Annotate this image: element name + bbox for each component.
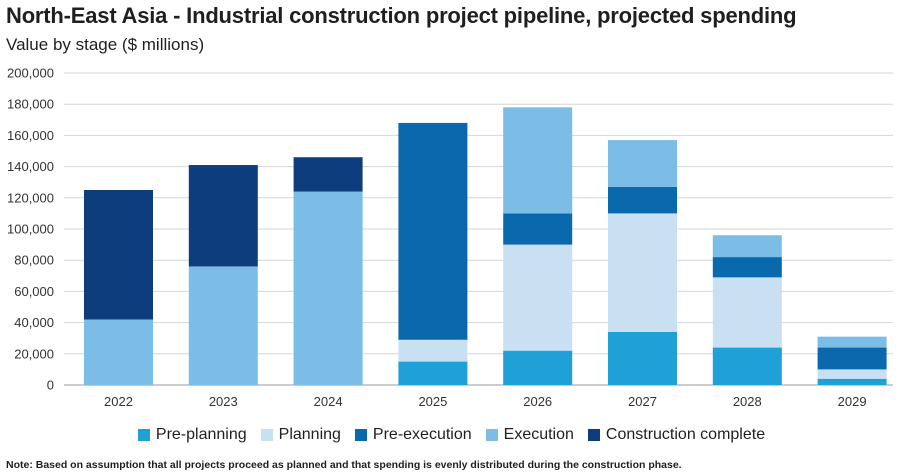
bar-segment-execution-2028: [712, 235, 782, 258]
bar-segment-pre-execution-2028: [712, 257, 782, 278]
bar-segment-pre-execution-2026: [503, 213, 573, 245]
legend-item: Construction complete: [587, 426, 766, 444]
legend-swatch: [485, 429, 498, 441]
bar-segment-execution-2027: [608, 140, 677, 187]
x-tick-label: 2028: [733, 394, 762, 409]
x-tick-label: 2025: [418, 394, 447, 409]
legend-label: Pre-planning: [155, 426, 247, 443]
bar-segment-pre-planning-2029: [817, 378, 887, 385]
bar-segment-planning-2027: [608, 213, 677, 332]
y-axis-ticks: 0 20,000 40,000 60,000 80,000 100,000 120,000 1…: [7, 66, 54, 393]
x-tick-label: 2024: [314, 394, 343, 409]
bars: [84, 107, 887, 385]
legend-item: Execution: [485, 426, 574, 444]
bar-segment-pre-execution-2027: [608, 186, 677, 214]
bar-segment-execution-2029: [817, 336, 887, 348]
bar-segment-construction-complete-2023: [188, 165, 258, 267]
bar-segment-planning-2029: [817, 369, 887, 379]
bar-segment-planning-2025: [398, 339, 468, 362]
x-tick-label: 2022: [104, 394, 133, 409]
chart-subtitle: Value by stage ($ millions): [6, 35, 205, 54]
bar-segment-execution-2026: [503, 107, 573, 214]
bar-segment-pre-planning-2026: [503, 350, 573, 385]
bar-segment-construction-complete-2024: [293, 157, 363, 192]
y-tick-label: 200,000: [7, 66, 54, 81]
legend-label: Pre-execution: [372, 426, 472, 443]
bar-segment-execution-2024: [293, 191, 363, 385]
legend-item: Pre-execution: [354, 426, 472, 444]
bar-segment-execution-2023: [188, 266, 258, 385]
y-tick-label: 80,000: [14, 253, 54, 268]
stacked-bar-chart: 0 20,000 40,000 60,000 80,000 100,000 120,000 1…: [7, 66, 893, 409]
x-axis-ticks: 2022 2023 2024 2025 2026 2027 2028 2029: [104, 394, 867, 409]
chart-legend: Pre-planning Planning Pre-execution Executi…: [0, 426, 903, 444]
y-tick-label: 120,000: [7, 190, 54, 205]
x-tick-label: 2023: [209, 394, 238, 409]
y-tick-label: 0: [47, 378, 54, 393]
x-tick-label: 2026: [523, 394, 552, 409]
y-tick-label: 180,000: [7, 97, 54, 112]
bar-segment-pre-execution-2025: [398, 122, 468, 340]
bar-segment-pre-planning-2028: [712, 347, 782, 385]
y-tick-label: 60,000: [14, 284, 54, 299]
x-tick-label: 2029: [838, 394, 867, 409]
legend-swatch: [354, 429, 367, 441]
y-tick-label: 160,000: [7, 128, 54, 143]
legend-item: Pre-planning: [137, 426, 247, 444]
legend-label: Planning: [278, 426, 341, 443]
legend-swatch: [260, 429, 273, 441]
legend-label: Execution: [503, 426, 574, 443]
bar-segment-pre-planning-2027: [608, 331, 677, 385]
bar-segment-planning-2028: [712, 277, 782, 348]
bar-segment-construction-complete-2022: [84, 190, 153, 320]
bar-segment-execution-2022: [84, 319, 153, 385]
y-tick-label: 100,000: [7, 222, 54, 237]
legend-swatch: [587, 429, 600, 441]
legend-label: Construction complete: [605, 426, 766, 443]
y-tick-label: 40,000: [14, 315, 54, 330]
bar-segment-pre-execution-2029: [817, 347, 887, 370]
bar-segment-planning-2026: [503, 244, 573, 351]
bar-segment-pre-planning-2025: [398, 361, 468, 385]
chart-note: Note: Based on assumption that all proje…: [6, 459, 682, 471]
legend-swatch: [137, 429, 150, 441]
legend-item: Planning: [260, 426, 341, 444]
y-tick-label: 20,000: [14, 346, 54, 361]
x-tick-label: 2027: [628, 394, 657, 409]
chart-title: North-East Asia - Industrial constructio…: [6, 3, 797, 28]
y-tick-label: 140,000: [7, 159, 54, 174]
